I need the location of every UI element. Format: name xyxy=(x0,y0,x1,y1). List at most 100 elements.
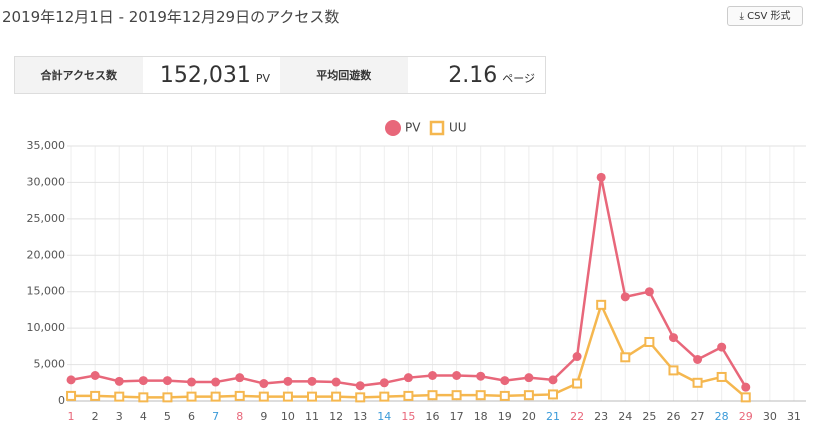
point xyxy=(162,376,172,386)
x-tick-label: 31 xyxy=(787,410,801,423)
x-tick-label: 28 xyxy=(715,410,729,423)
x-tick-label: 22 xyxy=(570,410,584,423)
point xyxy=(620,292,630,302)
point xyxy=(620,352,631,363)
stat-value-cell: 2.16 ページ xyxy=(408,57,546,93)
x-tick-label: 24 xyxy=(618,410,632,423)
y-tick-label: 15,000 xyxy=(27,285,66,298)
x-tick-label: 26 xyxy=(666,410,680,423)
point xyxy=(186,391,197,402)
legend-marker xyxy=(385,120,401,136)
point xyxy=(500,376,510,386)
stats-box: 合計アクセス数 152,031 PV 平均回遊数 2.16 ページ xyxy=(14,56,546,94)
point xyxy=(476,371,486,381)
x-tick-label: 14 xyxy=(377,410,391,423)
stat-value: 2.16 xyxy=(448,63,498,88)
point xyxy=(210,391,221,402)
point xyxy=(355,392,366,403)
point xyxy=(162,392,173,403)
y-tick-label: 35,000 xyxy=(27,139,66,152)
point xyxy=(331,377,341,387)
point xyxy=(283,376,293,386)
point xyxy=(66,375,76,385)
x-tick-label: 10 xyxy=(281,410,295,423)
stat-label: 合計アクセス数 xyxy=(15,57,143,93)
point xyxy=(692,377,703,388)
x-tick-label: 3 xyxy=(116,410,123,423)
point xyxy=(428,371,437,380)
y-tick-label: 30,000 xyxy=(27,175,66,188)
stat-unit: PV xyxy=(255,72,270,85)
x-tick-label: 9 xyxy=(260,410,267,423)
x-tick-label: 30 xyxy=(763,410,777,423)
point xyxy=(499,390,510,401)
x-tick-label: 2 xyxy=(92,410,99,423)
point xyxy=(572,352,582,362)
point xyxy=(90,390,101,401)
x-tick-label: 13 xyxy=(353,410,367,423)
y-tick-label: 10,000 xyxy=(27,321,66,334)
point xyxy=(307,376,317,386)
x-tick-label: 8 xyxy=(236,410,243,423)
y-tick-label: 20,000 xyxy=(27,248,66,261)
point xyxy=(258,391,269,402)
page-title: 2019年12月1日 - 2019年12月29日のアクセス数 xyxy=(2,8,340,26)
x-tick-label: 19 xyxy=(498,410,512,423)
point xyxy=(211,377,221,387)
point xyxy=(379,378,389,388)
point xyxy=(234,390,245,401)
point xyxy=(138,376,148,386)
legend-marker xyxy=(429,120,445,136)
x-tick-label: 12 xyxy=(329,410,343,423)
csv-label[interactable]: CSV 形式 xyxy=(747,11,791,22)
x-tick-label: 15 xyxy=(401,410,415,423)
y-tick-label: 25,000 xyxy=(27,212,66,225)
point xyxy=(114,376,124,386)
point xyxy=(524,373,534,383)
point xyxy=(427,390,438,401)
point xyxy=(379,391,390,402)
point xyxy=(668,365,679,376)
point xyxy=(523,390,534,401)
point xyxy=(331,391,342,402)
x-tick-label: 20 xyxy=(522,410,536,423)
x-tick-label: 11 xyxy=(305,410,319,423)
point xyxy=(572,378,583,389)
point xyxy=(66,390,77,401)
point xyxy=(355,381,365,391)
point xyxy=(452,371,462,380)
point xyxy=(403,390,414,401)
point xyxy=(740,392,751,403)
point xyxy=(596,299,607,310)
x-tick-label: 7 xyxy=(212,410,219,423)
point xyxy=(741,382,751,392)
point xyxy=(668,333,678,343)
csv-button[interactable]: ⤓ CSV 形式 xyxy=(727,6,803,26)
point xyxy=(451,390,462,401)
point xyxy=(644,336,655,347)
stat-value: 152,031 xyxy=(159,63,251,88)
point xyxy=(475,390,486,401)
x-tick-label: 17 xyxy=(450,410,464,423)
stat-unit: ページ xyxy=(502,72,535,85)
point xyxy=(187,377,197,387)
point xyxy=(596,172,606,182)
x-tick-label: 18 xyxy=(474,410,488,423)
legend-label: PV xyxy=(405,121,421,135)
x-tick-label: 21 xyxy=(546,410,560,423)
point xyxy=(259,379,269,389)
x-tick-label: 6 xyxy=(188,410,195,423)
legend-label: UU xyxy=(449,121,467,135)
point xyxy=(235,373,245,383)
x-tick-label: 23 xyxy=(594,410,608,423)
point xyxy=(548,375,558,385)
x-tick-label: 25 xyxy=(642,410,656,423)
point xyxy=(114,391,125,402)
point xyxy=(716,371,727,382)
stat-value-cell: 152,031 PV xyxy=(143,57,281,93)
point xyxy=(644,287,654,297)
point xyxy=(717,342,727,352)
x-tick-label: 27 xyxy=(691,410,705,423)
point xyxy=(547,389,558,400)
